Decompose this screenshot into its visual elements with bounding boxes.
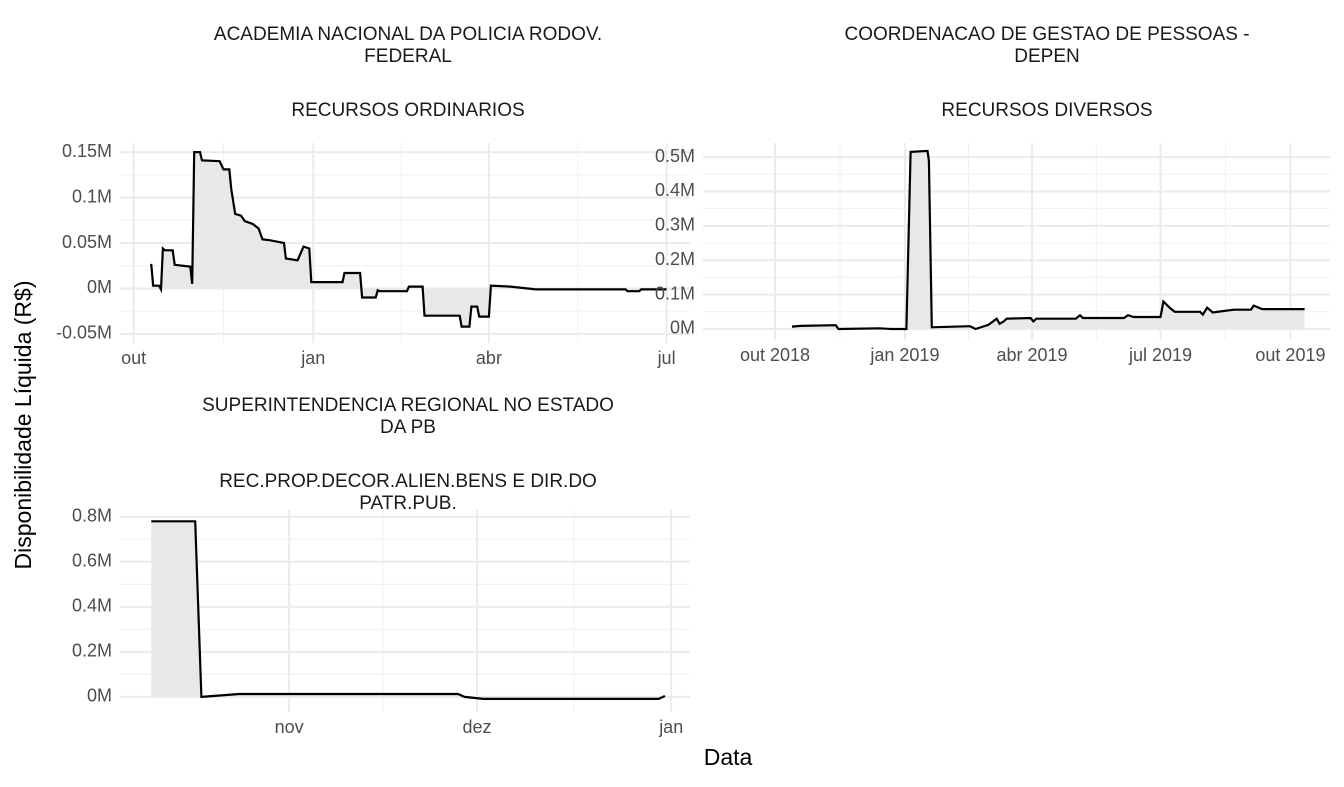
chart-title: DA PB	[380, 417, 436, 438]
y-tick-label: 0.1M	[655, 283, 695, 303]
x-tick-label: out 2018	[740, 345, 810, 365]
y-axis-label: Disponibilidade Líquida (R$)	[10, 281, 36, 570]
chart-title: DEPEN	[1014, 46, 1079, 67]
line	[151, 520, 666, 700]
y-tick-label: 0.4M	[72, 596, 112, 616]
y-tick-label: 0M	[87, 686, 112, 706]
chart-title: COORDENACAO DE GESTAO DE PESSOAS -	[844, 24, 1249, 45]
x-tick-label: dez	[463, 717, 492, 737]
y-tick-label: 0.15M	[62, 141, 112, 161]
x-tick-label: jan	[300, 348, 325, 368]
x-tick-label: nov	[275, 717, 304, 737]
x-tick-label: jan	[658, 717, 683, 737]
chart-title: SUPERINTENDENCIA REGIONAL NO ESTADO	[202, 395, 614, 416]
x-tick-label: jul 2019	[1128, 345, 1192, 365]
chart-subtitle: PATR.PUB.	[359, 493, 456, 514]
line	[791, 149, 1305, 331]
y-tick-label: 0.4M	[655, 180, 695, 200]
chart-title: ACADEMIA NACIONAL DA POLICIA RODOV.	[214, 24, 602, 45]
x-tick-label: out	[121, 348, 146, 368]
area	[151, 152, 667, 327]
x-tick-label: jul	[657, 348, 676, 368]
y-tick-label: 0.3M	[655, 215, 695, 235]
y-tick-label: 0.05M	[62, 232, 112, 252]
chart-subtitle: RECURSOS DIVERSOS	[941, 100, 1152, 121]
x-tick-label: abr 2019	[997, 345, 1068, 365]
x-tick-label: abr	[476, 348, 502, 368]
x-axis-label: Data	[704, 744, 753, 770]
x-tick-label: out 2019	[1255, 345, 1325, 365]
chart-subtitle: RECURSOS ORDINARIOS	[291, 100, 524, 121]
y-tick-label: 0.5M	[655, 146, 695, 166]
y-tick-label: 0M	[670, 318, 695, 338]
y-tick-label: 0.6M	[72, 551, 112, 571]
y-tick-label: 0.2M	[655, 249, 695, 269]
line	[150, 151, 667, 328]
area	[791, 150, 1305, 329]
y-tick-label: 0.2M	[72, 641, 112, 661]
area	[151, 521, 665, 699]
y-tick-label: 0.1M	[72, 186, 112, 206]
chart-subtitle: REC.PROP.DECOR.ALIEN.BENS E DIR.DO	[219, 471, 597, 492]
y-tick-label: 0M	[87, 277, 112, 297]
x-tick-label: jan 2019	[869, 345, 939, 365]
y-tick-label: 0.8M	[72, 506, 112, 526]
chart-title: FEDERAL	[364, 46, 452, 67]
y-tick-label: -0.05M	[56, 323, 112, 343]
